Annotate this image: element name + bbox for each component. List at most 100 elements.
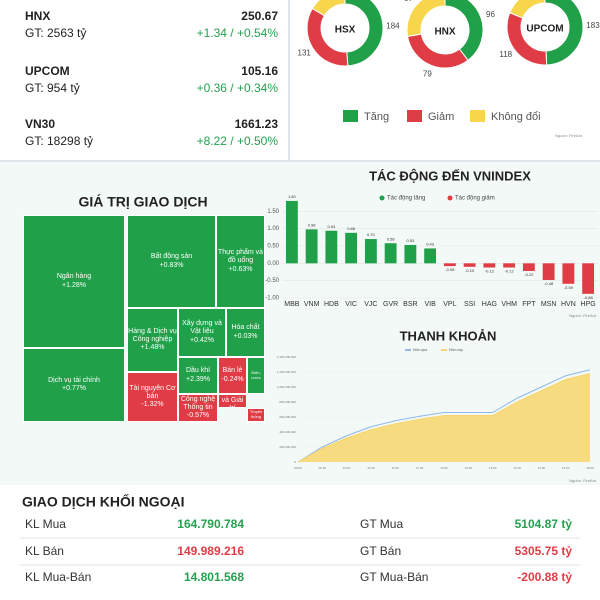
- index-panel: [0, 0, 288, 160]
- index-value: 105.16: [241, 64, 278, 78]
- value-label: -0.59: [564, 285, 574, 290]
- value-label: -0.10: [465, 268, 475, 273]
- x-tick-label: HAG: [482, 301, 497, 308]
- foreign-value: 5305.75 tỷ: [515, 544, 573, 558]
- foreign-value: -200.88 tỷ: [517, 570, 572, 584]
- treemap-name: Truyền thông: [249, 409, 263, 419]
- x-tick-label: VPL: [443, 301, 456, 308]
- x-tick-label: GVR: [383, 301, 398, 308]
- bar: [345, 232, 358, 264]
- treemap-name: Điện, nước: [251, 369, 261, 380]
- bar: [483, 263, 496, 268]
- x-tick-label: VIC: [345, 301, 357, 308]
- donut-label: 79: [423, 70, 432, 79]
- y-tick-label: -0.50: [265, 278, 279, 284]
- bar: [562, 263, 575, 284]
- treemap-cell: Dịch vụ tài chính +0.77%: [23, 348, 125, 422]
- source: Nguồn: FireAnt: [569, 478, 597, 483]
- bar: [443, 263, 456, 267]
- foreign-label: GT Mua-Bán: [360, 570, 428, 584]
- treemap-change: +0.63%: [228, 265, 253, 273]
- bar: [503, 263, 516, 268]
- value-label: -0.22: [524, 272, 534, 277]
- x-tick-label: BSR: [403, 301, 417, 308]
- x-tick-label: 09:00: [294, 466, 302, 470]
- foreign-title: GIAO DỊCH KHỐI NGOẠI: [22, 493, 185, 510]
- treemap-cell: Xây dựng và Vật liệu +0.42%: [178, 308, 226, 357]
- value-label: -0.48: [544, 281, 554, 286]
- donut-label: 183: [586, 21, 600, 30]
- treemap-cell: Dầu khí +2.39%: [178, 357, 218, 394]
- x-tick-label: FPT: [522, 301, 536, 308]
- donut-name: UPCOM: [526, 24, 563, 35]
- x-tick-label: MBB: [284, 301, 300, 308]
- bar: [463, 263, 476, 267]
- bar: [424, 248, 437, 264]
- donut-slice: [509, 0, 546, 19]
- foreign-value: 164.790.784: [177, 517, 244, 531]
- treemap-name: Du lịch và Giải trí: [221, 395, 244, 407]
- area-title: THANH KHOẢN: [400, 328, 497, 343]
- foreign-panel: [0, 485, 600, 600]
- treemap-name: Công nghệ Thông tin: [180, 395, 216, 411]
- legend-swatch: [470, 110, 485, 122]
- x-tick-label: MSN: [541, 301, 557, 308]
- index-gt: GT: 2563 tỷ: [25, 26, 86, 40]
- legend-label: Giảm: [428, 111, 454, 123]
- treemap-cell: Bất động sản +0.83%: [127, 215, 216, 308]
- bar: [285, 200, 298, 264]
- x-tick-label: VJC: [364, 301, 377, 308]
- y-tick-label: 200,000,000: [279, 445, 296, 449]
- legend-label: Tác động giảm: [455, 196, 495, 202]
- foreign-label: KL Bán: [25, 544, 64, 558]
- treemap-change: +2.39%: [186, 375, 210, 383]
- treemap-cell: Du lịch và Giải trí: [218, 394, 247, 408]
- x-tick-label: SSI: [464, 301, 475, 308]
- donut-name: HNX: [434, 27, 455, 38]
- legend-label: Tăng: [364, 111, 389, 123]
- donut-label: 96: [486, 10, 495, 19]
- y-tick-label: 1,400,000,000: [277, 355, 297, 359]
- foreign-value: 149.989.216: [177, 544, 244, 558]
- x-tick-label: 09:30: [319, 466, 327, 470]
- bar: [582, 263, 595, 294]
- bar: [364, 239, 377, 264]
- legend-swatch: [405, 349, 411, 351]
- treemap-change: -0.57%: [186, 412, 210, 420]
- y-tick-label: 1,200,000,000: [277, 370, 297, 374]
- x-tick-label: 12:00: [440, 466, 448, 470]
- treemap-cell: Bán lẻ -0.24%: [218, 357, 247, 394]
- x-tick-label: 13:00: [489, 466, 497, 470]
- foreign-label: KL Mua-Bán: [25, 570, 91, 584]
- x-tick-label: 10:00: [343, 466, 351, 470]
- treemap-name: Dịch vụ tài chính: [48, 376, 100, 384]
- treemap-name: Dầu khí: [185, 367, 211, 375]
- bar: [384, 243, 397, 264]
- legend-swatch: [441, 349, 447, 351]
- x-tick-label: VIB: [424, 301, 436, 308]
- treemap-change: +1.48%: [140, 344, 165, 352]
- y-tick-label: -1.00: [265, 296, 279, 302]
- value-label: 0.58: [387, 236, 396, 241]
- treemap-name: Tài nguyên Cơ bản: [129, 384, 176, 400]
- value-label: -0.12: [505, 269, 515, 274]
- x-tick-label: 12:30: [465, 466, 473, 470]
- bar: [542, 263, 555, 280]
- value-label: -0.12: [485, 269, 495, 274]
- y-tick-label: 400,000,000: [279, 430, 296, 434]
- bar: [404, 244, 417, 264]
- legend-swatch: [343, 110, 358, 122]
- donut-label: 67: [404, 0, 413, 3]
- treemap-name: Ngân hàng: [56, 273, 92, 281]
- value-label: -0.08: [445, 267, 455, 272]
- treemap-change: -0.24%: [221, 375, 244, 383]
- treemap-cell: Tài nguyên Cơ bản -1.32%: [127, 372, 178, 422]
- value-label: 0.70: [367, 232, 376, 237]
- foreign-value: 14.801.568: [184, 570, 244, 584]
- treemap-change: +0.42%: [190, 336, 214, 344]
- treemap-cell: Truyền thông: [247, 408, 265, 422]
- foreign-label: GT Mua: [360, 517, 403, 531]
- x-tick-label: 10:30: [367, 466, 375, 470]
- index-change: +1.34 / +0.54%: [197, 26, 279, 40]
